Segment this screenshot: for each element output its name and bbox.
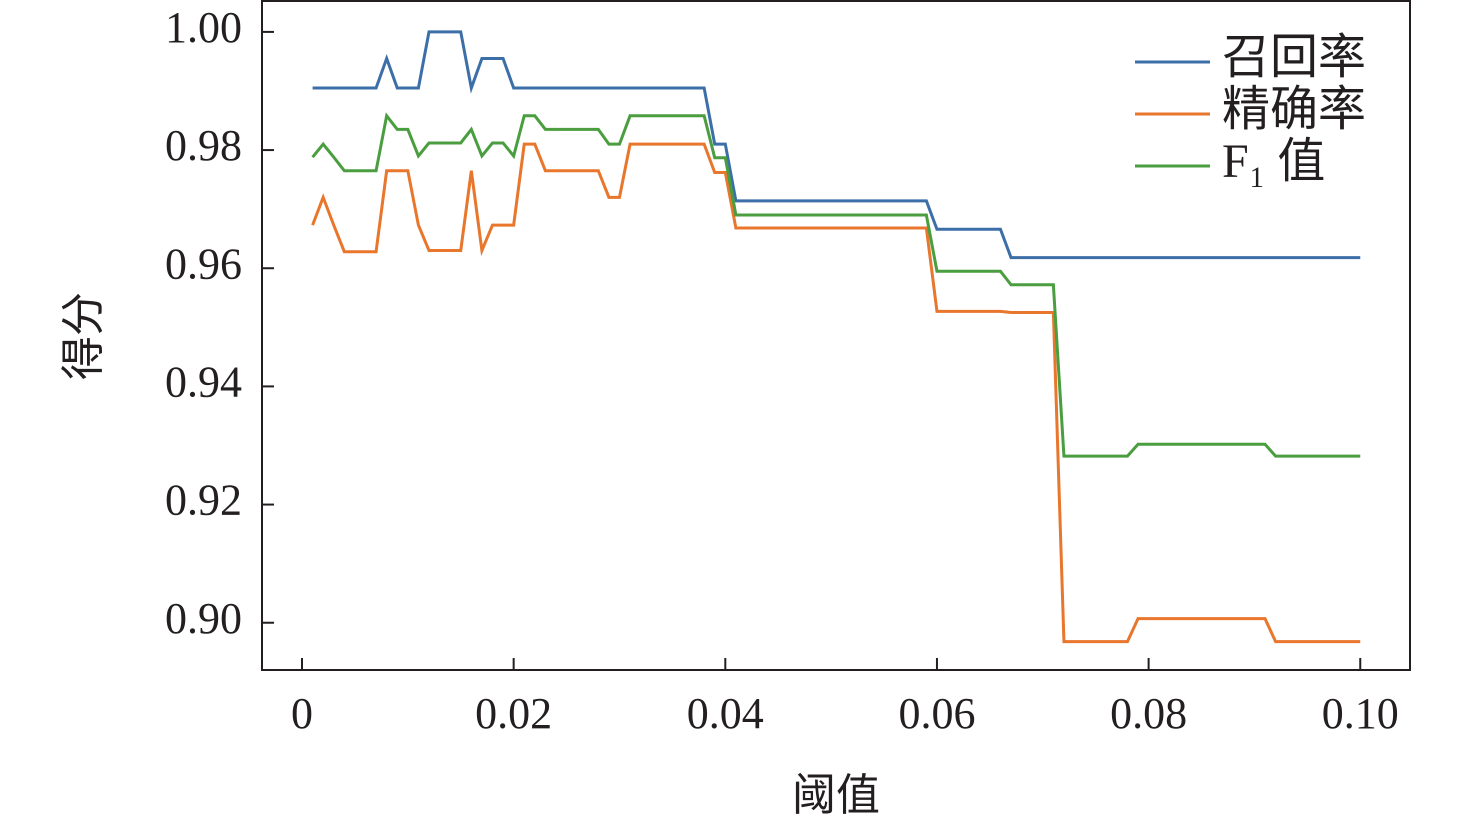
y-axis-title: 得分 [59,292,108,380]
data-line [311,142,1361,644]
legend-label: 精确率 [1222,83,1366,136]
x-tick-label: 0.10 [1322,689,1399,738]
x-tick-label: 0.02 [475,689,552,738]
data-line [312,30,1361,260]
y-tick-label: 0.92 [165,476,242,525]
y-tick-label: 0.94 [165,357,242,406]
legend-label: F₁ 值 [1222,135,1325,188]
x-axis-title: 阈值 [792,771,880,820]
y-tick-label: 0.96 [165,239,242,288]
y-tick-label: 0.90 [165,594,242,643]
data-line [311,112,1361,458]
x-tick-label: 0.08 [1110,689,1187,738]
x-tick-label: 0.06 [898,689,975,738]
x-tick-label: 0.04 [687,689,764,738]
legend-label: 召回率 [1222,31,1366,84]
y-tick-label: 1.00 [165,3,242,52]
x-tick-label: 0 [291,689,313,738]
y-tick-label: 0.98 [165,121,242,170]
plot-frame [261,0,1411,671]
